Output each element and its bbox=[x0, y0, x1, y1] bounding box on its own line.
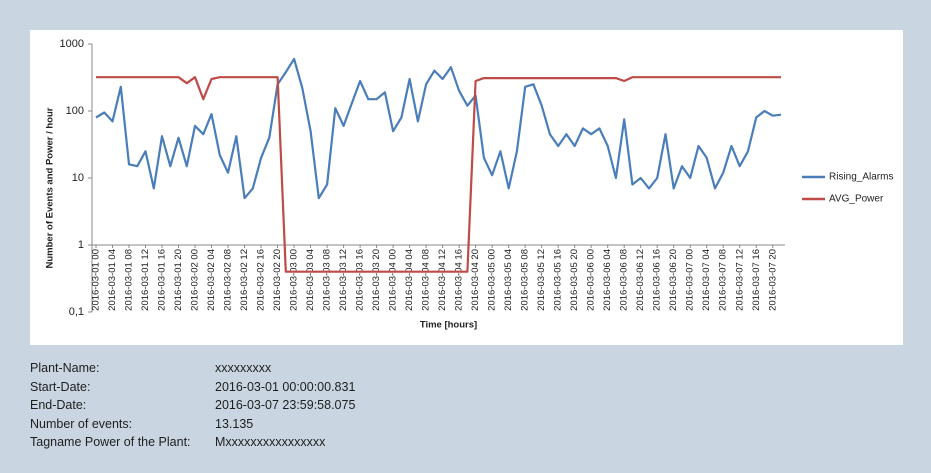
x-tick-label: 2016-03-04 04 bbox=[404, 249, 415, 311]
chart-background bbox=[30, 30, 903, 345]
x-axis-title: Time [hours] bbox=[420, 320, 477, 331]
detail-row: Number of events: 13.135 bbox=[30, 415, 355, 434]
x-tick-label: 2016-03-02 16 bbox=[256, 249, 267, 311]
detail-value: 2016-03-01 00:00:00.831 bbox=[215, 379, 356, 394]
y-tick-label: 1 bbox=[78, 239, 84, 251]
x-tick-label: 2016-03-07 00 bbox=[685, 249, 696, 311]
detail-label: Tagname Power of the Plant: bbox=[30, 435, 191, 450]
detail-value: xxxxxxxxx bbox=[215, 361, 272, 376]
x-tick-label: 2016-03-03 04 bbox=[305, 249, 316, 311]
x-tick-label: 2016-03-04 20 bbox=[470, 249, 481, 311]
y-tick-label: 100 bbox=[66, 105, 84, 117]
x-tick-label: 2016-03-03 20 bbox=[371, 249, 382, 311]
detail-value: Mxxxxxxxxxxxxxxxx bbox=[215, 435, 326, 450]
y-axis-title: Number of Events and Power / hour bbox=[45, 107, 56, 268]
x-tick-label: 2016-03-04 08 bbox=[421, 249, 432, 311]
x-tick-label: 2016-03-05 04 bbox=[503, 249, 514, 311]
x-tick-label: 2016-03-02 20 bbox=[272, 249, 283, 311]
detail-row: Start-Date: 2016-03-01 00:00:00.831 bbox=[30, 378, 355, 397]
detail-label: Plant-Name: bbox=[30, 361, 100, 376]
x-tick-label: 2016-03-04 16 bbox=[454, 249, 465, 311]
legend-label: Rising_Alarms bbox=[829, 172, 893, 183]
detail-row: Tagname Power of the Plant: Mxxxxxxxxxxxx… bbox=[30, 433, 355, 452]
x-tick-label: 2016-03-03 00 bbox=[289, 249, 300, 311]
x-tick-label: 2016-03-07 04 bbox=[701, 249, 712, 311]
detail-row: Plant-Name: xxxxxxxxx bbox=[30, 359, 355, 378]
detail-value: 13.135 bbox=[215, 416, 254, 431]
x-tick-label: 2016-03-04 12 bbox=[437, 249, 448, 311]
x-tick-label: 2016-03-01 00 bbox=[91, 249, 102, 311]
x-tick-label: 2016-03-05 20 bbox=[569, 249, 580, 311]
x-tick-label: 2016-03-04 00 bbox=[388, 249, 399, 311]
x-tick-label: 2016-03-06 16 bbox=[652, 249, 663, 311]
x-tick-label: 2016-03-01 04 bbox=[107, 249, 118, 311]
detail-label: End-Date: bbox=[30, 398, 87, 413]
chart: 0,1 1 10 100 1000 2016-03-01 00 2016-03-01 04 2… bbox=[30, 30, 903, 345]
x-tick-label: 2016-03-01 20 bbox=[173, 249, 184, 311]
x-tick-label: 2016-03-07 08 bbox=[718, 249, 729, 311]
detail-value: 2016-03-07 23:59:58.075 bbox=[215, 398, 356, 413]
detail-label: Number of events: bbox=[30, 416, 133, 431]
detail-row: End-Date: 2016-03-07 23:59:58.075 bbox=[30, 396, 355, 415]
detail-label: Start-Date: bbox=[30, 379, 91, 394]
x-tick-label: 2016-03-02 12 bbox=[239, 249, 250, 311]
y-tick-label: 1000 bbox=[60, 38, 84, 50]
y-tick-label: 0,1 bbox=[69, 306, 84, 318]
x-tick-label: 2016-03-07 16 bbox=[751, 249, 762, 311]
x-tick-label: 2016-03-06 04 bbox=[602, 249, 613, 311]
x-tick-label: 2016-03-03 16 bbox=[355, 249, 366, 311]
x-tick-label: 2016-03-05 00 bbox=[487, 249, 498, 311]
details: Plant-Name: xxxxxxxxx Start-Date: 2016-03-0… bbox=[30, 359, 355, 452]
x-tick-label: 2016-03-06 20 bbox=[668, 249, 679, 311]
x-tick-label: 2016-03-03 08 bbox=[322, 249, 333, 311]
x-tick-label: 2016-03-01 08 bbox=[124, 249, 135, 311]
x-tick-label: 2016-03-01 16 bbox=[157, 249, 168, 311]
series-line bbox=[96, 76, 781, 273]
x-tick-label: 2016-03-06 12 bbox=[635, 249, 646, 311]
x-tick-label: 2016-03-05 08 bbox=[520, 249, 531, 311]
series-line bbox=[95, 57, 782, 200]
x-tick-label: 2016-03-03 12 bbox=[338, 249, 349, 311]
x-tick-label: 2016-03-05 12 bbox=[536, 249, 547, 311]
x-tick-label: 2016-03-05 16 bbox=[553, 249, 564, 311]
x-tick-label: 2016-03-02 08 bbox=[223, 249, 234, 311]
x-tick-label: 2016-03-01 12 bbox=[140, 249, 151, 311]
x-tick-label: 2016-03-06 00 bbox=[586, 249, 597, 311]
legend-label: AVG_Power bbox=[829, 194, 884, 205]
x-tick-label: 2016-03-06 08 bbox=[619, 249, 630, 311]
x-tick-label: 2016-03-02 04 bbox=[206, 249, 217, 311]
x-tick-label: 2016-03-07 12 bbox=[734, 249, 745, 311]
y-tick-label: 10 bbox=[72, 172, 84, 184]
x-tick-label: 2016-03-07 20 bbox=[767, 249, 778, 311]
x-tick-label: 2016-03-02 00 bbox=[190, 249, 201, 311]
